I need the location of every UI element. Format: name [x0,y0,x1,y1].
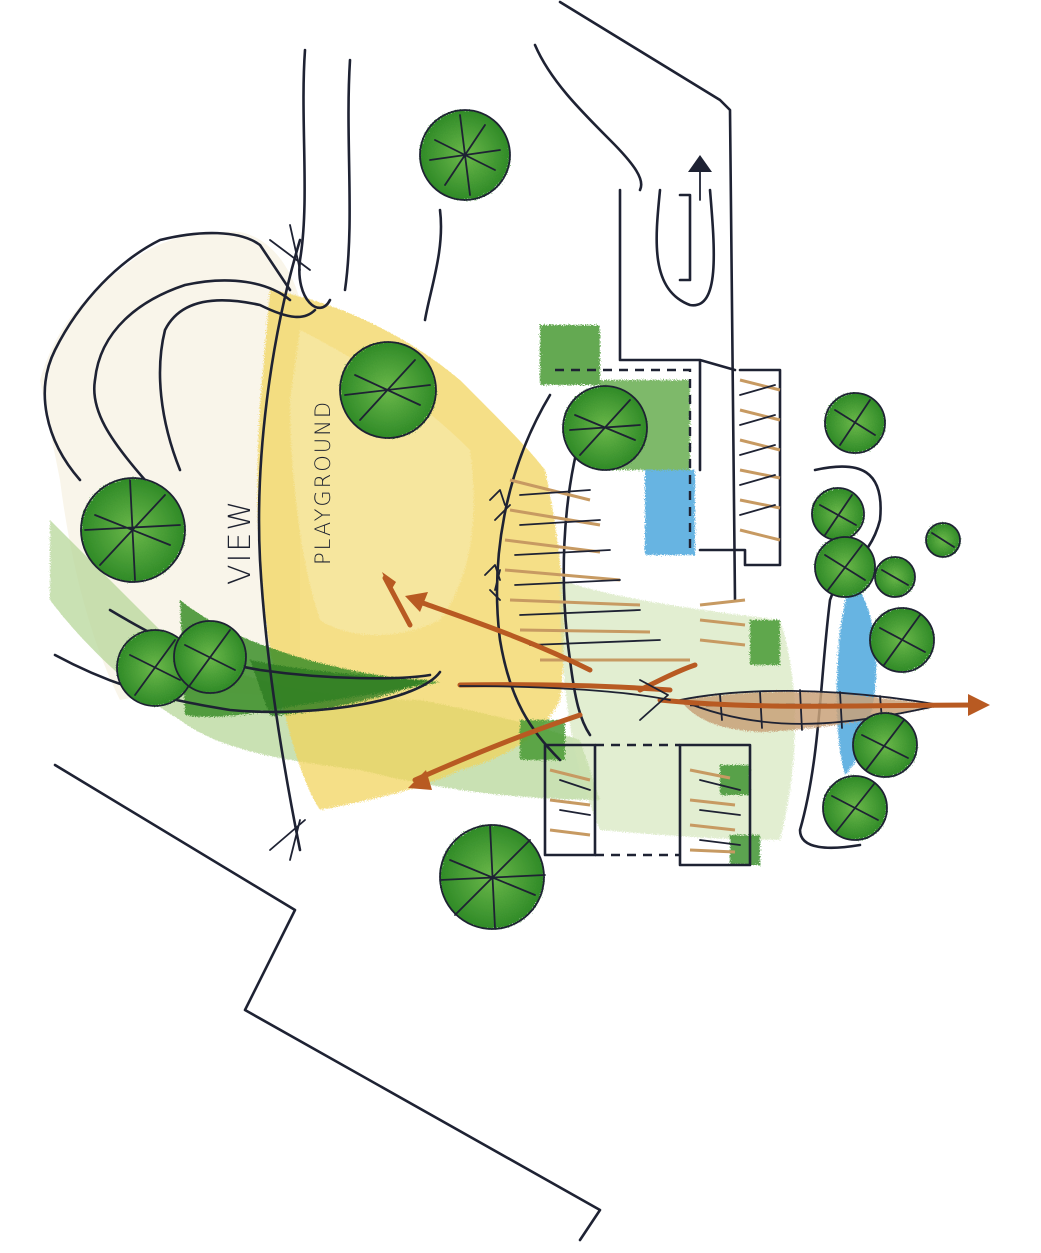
small-arrow-marks [484,489,506,601]
arrow-east [657,697,983,709]
site-boundary-south [53,763,602,1242]
tree-canopy-icon [811,487,865,541]
site-boundary-north [558,0,737,602]
contour-1 [92,279,292,482]
road-line-3 [423,208,443,322]
water-feature-1 [645,470,695,555]
trees [80,109,961,930]
tree-canopy-icon [852,712,918,778]
arrow-icon [405,592,428,612]
tree-canopy-icon [822,775,888,841]
tree-canopy-icon [925,522,961,558]
road-line-1 [298,48,332,310]
arrow-sw [412,712,583,783]
label-view: VIEW [223,499,258,585]
driveway-curve [533,43,643,192]
circulation-arrows [382,575,983,783]
arrow-ink-overlay [459,504,671,721]
building-block-ne [698,368,782,567]
tree-canopy-icon [562,385,648,471]
boardwalk [680,691,940,732]
arrowheads [382,572,990,790]
boardwalk-ticks [719,689,883,731]
tree-canopy-icon [874,556,916,598]
planter-4 [720,765,750,795]
tree-canopy-icon [80,477,186,583]
playground-highlight [290,330,474,635]
tree-canopy-icon [439,824,546,930]
arrow-icon [382,572,396,592]
arrow-nw [417,599,593,673]
terrace-arc-outer [495,393,562,762]
contour-3 [43,231,292,482]
planter-5 [730,835,760,865]
tree-canopy-icon [419,109,511,201]
east-path-loop [798,465,882,850]
playground-arc-tick-n [269,224,311,271]
building-block-se [678,743,752,867]
playground-arc-west [257,238,302,852]
up-arrow-icon [688,155,712,172]
tree-canopy-icon [869,607,935,673]
contour-4 [53,653,442,714]
terrace-arc-inner [562,418,592,737]
building-dashed-edge [555,368,692,550]
building-dashed-south [595,743,680,857]
tree-canopy-icon [824,392,886,454]
label-playground: PLAYGROUND [311,400,335,565]
arrow-ne [637,662,698,693]
tree-canopy-icon [173,620,247,694]
contour-2 [158,299,317,472]
parking-stall-lines [514,384,776,846]
tree-canopy-icon [814,536,876,598]
arrow-icon [408,770,432,790]
planter-6 [750,620,780,665]
parking-stalls-north [504,378,781,854]
building-loop-drive [655,188,716,307]
building-block-sw [543,743,597,857]
planter-1 [540,325,600,385]
road-line-2 [343,58,352,292]
arrow-icon [968,694,990,716]
tree-canopy-icon [339,341,437,439]
building-north-wing [618,188,737,472]
playground-arc-tick-s [269,819,306,861]
